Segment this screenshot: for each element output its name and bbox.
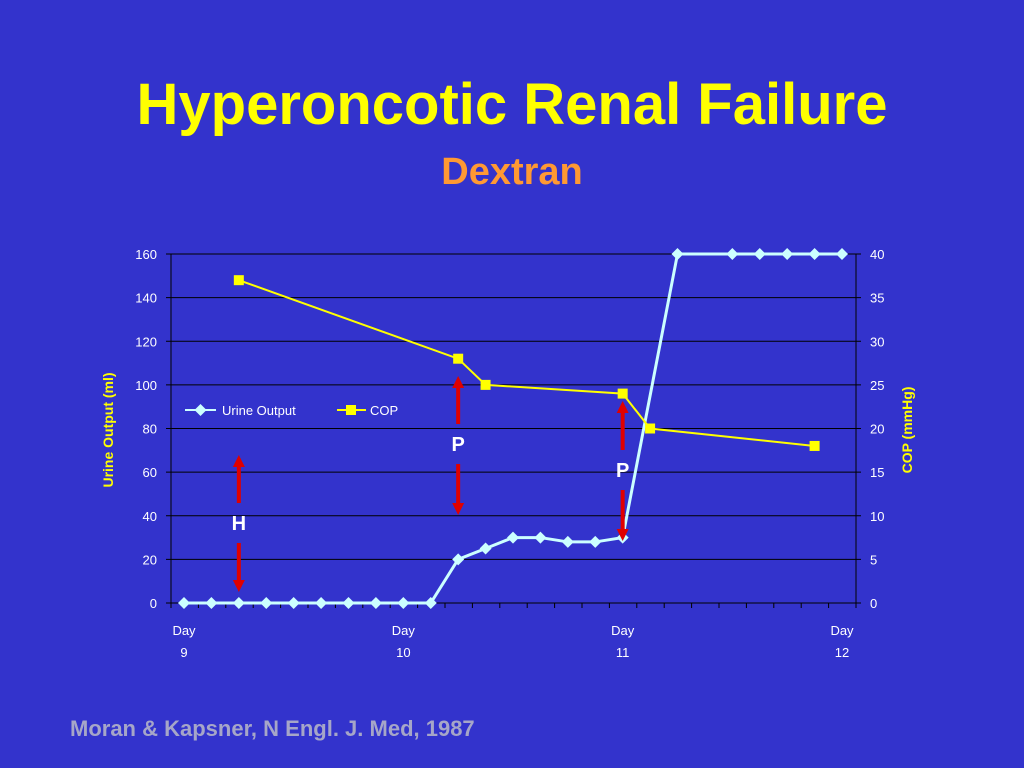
urine-output-point: [178, 597, 190, 609]
urine-output-point: [671, 248, 684, 260]
x-tick-label-day: Day: [830, 623, 854, 638]
urine-output-point: [287, 597, 300, 609]
y-left-tick-label: 140: [135, 291, 157, 306]
y-right-tick-label: 0: [870, 596, 877, 611]
urine-output-point: [561, 535, 574, 548]
y-left-tick-label: 60: [143, 465, 157, 480]
y-left-tick-label: 20: [143, 552, 157, 567]
y-right-tick-label: 20: [870, 422, 884, 437]
legend-cop-marker: [346, 405, 356, 415]
annotation-label: H: [232, 513, 246, 535]
annotation-arrow-up-head: [616, 401, 629, 413]
annotation-label: P: [451, 434, 464, 456]
y-right-tick-label: 25: [870, 378, 884, 393]
cop-point: [617, 388, 628, 399]
citation: Moran & Kapsner, N Engl. J. Med, 1987: [70, 716, 475, 741]
y-right-tick-label: 15: [870, 465, 884, 480]
y-left-tick-label: 120: [135, 334, 157, 349]
urine-output-point: [534, 531, 547, 544]
urine-output-point: [342, 597, 355, 609]
slide-title: Hyperoncotic Renal Failure: [136, 72, 888, 137]
x-tick-label-number: 11: [616, 645, 630, 660]
legend-urine-marker: [194, 404, 207, 416]
cop-point: [809, 440, 820, 451]
cop-point: [480, 379, 491, 390]
legend-cop-label: COP: [370, 403, 398, 418]
annotation-arrow-down-head: [452, 503, 465, 515]
urine-output-point: [205, 597, 218, 609]
urine-output-point: [232, 597, 245, 609]
cop-point: [233, 275, 244, 286]
urine-output-point: [836, 248, 848, 260]
legend: Urine Output COP: [185, 403, 398, 418]
annotation-label: P: [616, 460, 629, 482]
x-tick-label-day: Day: [611, 623, 635, 638]
axes: 0 20 40 60 80 100 120 140 160 0 5 10 15 20 25 30 35 40 Day…: [135, 247, 884, 660]
annotation-arrow-up-head: [452, 376, 465, 388]
x-tick-label-day: Day: [392, 623, 416, 638]
x-tick-label-number: 12: [835, 645, 849, 660]
legend-urine-label: Urine Output: [222, 403, 296, 418]
y-left-tick-label: 0: [150, 596, 157, 611]
urine-output-point: [808, 248, 821, 260]
x-tick-label-number: 10: [396, 645, 410, 660]
series-layer: [178, 248, 848, 609]
y-right-tick-label: 30: [870, 334, 884, 349]
urine-output-point: [397, 597, 410, 609]
annotations: H P P: [232, 376, 629, 592]
cop-point: [645, 423, 656, 434]
y-left-tick-label: 100: [135, 378, 157, 393]
y-right-tick-label: 40: [870, 247, 884, 262]
slide-subtitle: Dextran: [441, 151, 583, 193]
urine-output-point: [479, 542, 492, 555]
gridlines: [171, 253, 856, 604]
urine-output-point: [589, 535, 602, 548]
annotation-arrow-up-head: [232, 455, 245, 467]
urine-output-point: [369, 597, 382, 609]
y-left-tick-label: 40: [143, 509, 157, 524]
urine-output-point: [781, 248, 794, 260]
urine-output-point: [452, 553, 465, 566]
y-axis-left-label: Urine Output (ml): [100, 372, 116, 487]
urine-output-point: [315, 597, 328, 609]
y-left-tick-label: 160: [135, 247, 157, 262]
y-right-tick-label: 5: [870, 552, 877, 567]
annotation-arrow-down-head: [232, 580, 245, 592]
cop-line: [238, 279, 815, 447]
cop-point: [453, 353, 464, 364]
y-right-tick-label: 35: [870, 291, 884, 306]
x-tick-label-number: 9: [180, 645, 187, 660]
y-left-tick-label: 80: [143, 422, 157, 437]
urine-output-point: [260, 597, 273, 609]
urine-output-point: [507, 531, 519, 544]
y-axis-right-label: COP (mmHg): [899, 387, 915, 474]
x-tick-label-day: Day: [172, 623, 196, 638]
urine-output-point: [424, 597, 437, 609]
urine-output-point: [726, 248, 739, 260]
annotation-arrow-down-head: [616, 529, 629, 541]
y-right-tick-label: 10: [870, 509, 884, 524]
urine-output-point: [753, 248, 766, 260]
